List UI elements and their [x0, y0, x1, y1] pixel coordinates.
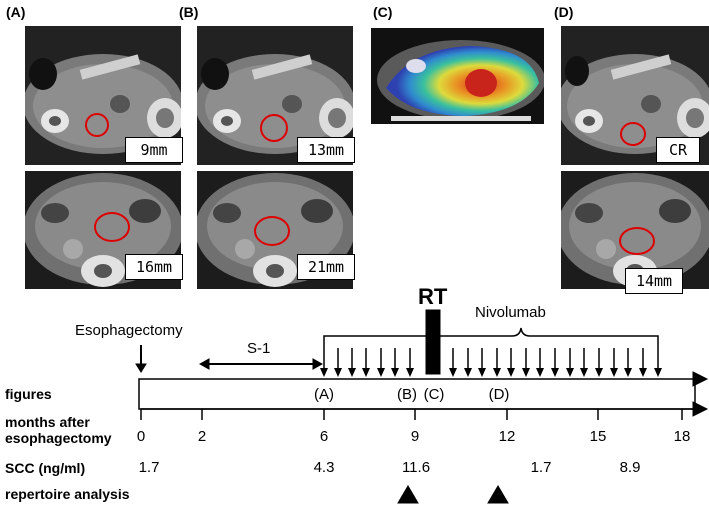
- months-row-header-1: months after: [5, 414, 90, 430]
- tick-label-15: 15: [589, 428, 607, 445]
- size-label-b-top: 13mm: [297, 137, 355, 163]
- s1-arrowhead-right: [312, 358, 324, 370]
- size-label-b-bottom: 21mm: [297, 254, 355, 280]
- repertoire-row-header: repertoire analysis: [5, 486, 130, 502]
- nivolumab-dose-arrows: [320, 348, 662, 377]
- dose-arrowhead: [449, 368, 457, 377]
- ct-image-a-abdomen: [25, 171, 181, 289]
- ct-image-d-chest: [561, 26, 709, 165]
- figures-arrowhead: [692, 371, 709, 387]
- esophagectomy-arrowhead: [135, 363, 147, 373]
- dose-arrowhead: [377, 368, 385, 377]
- size-label-d-bottom: 14mm: [625, 268, 683, 294]
- dose-arrowhead: [478, 368, 486, 377]
- figure-mark-a: (A): [314, 386, 334, 403]
- size-label-d-top: CR: [656, 137, 700, 163]
- tick-label-9: 9: [410, 428, 420, 445]
- dose-arrowhead: [536, 368, 544, 377]
- rt-bar: [425, 309, 441, 375]
- tick-label-2: 2: [197, 428, 207, 445]
- dose-arrowhead: [334, 368, 342, 377]
- dose-arrowhead: [320, 368, 328, 377]
- figure-mark-d: (D): [488, 386, 510, 403]
- dose-arrowhead: [362, 368, 370, 377]
- tick-label-6: 6: [319, 428, 329, 445]
- dose-arrowhead: [610, 368, 618, 377]
- dose-arrowhead: [624, 368, 632, 377]
- scc-row-header: SCC (ng/ml): [5, 460, 86, 476]
- repertoire-marker-1: [397, 485, 419, 504]
- scc-value-9: 11.6: [401, 459, 431, 476]
- ct-image-b-abdomen: [197, 171, 353, 289]
- esophagectomy-label: Esophagectomy: [75, 322, 183, 339]
- size-label-a-bottom: 16mm: [125, 254, 183, 280]
- figures-box: [138, 378, 696, 410]
- months-axis-arrowhead: [692, 401, 709, 417]
- dose-arrowhead: [639, 368, 647, 377]
- ct-image-a-chest: [25, 26, 181, 165]
- dose-arrowhead: [580, 368, 588, 377]
- dose-distribution-image: [371, 28, 544, 124]
- figure-mark-c: (C): [423, 386, 445, 403]
- repertoire-marker-2: [487, 485, 509, 504]
- s1-label: S-1: [247, 340, 271, 357]
- tick-label-12: 12: [498, 428, 516, 445]
- panel-label-c: (C): [373, 4, 393, 20]
- nivolumab-brace: [323, 327, 659, 348]
- panel-label-b: (B): [179, 4, 199, 20]
- rt-label: RT: [418, 284, 448, 309]
- ct-image-d-abdomen: [561, 171, 709, 289]
- nivolumab-label: Nivolumab: [475, 304, 546, 321]
- dose-arrowhead: [348, 368, 356, 377]
- scc-value-0: 1.7: [138, 459, 160, 476]
- scc-value-13: 1.7: [530, 459, 552, 476]
- tick-label-0: 0: [136, 428, 146, 445]
- figure-mark-b: (B): [397, 386, 417, 403]
- dose-arrowhead: [522, 368, 530, 377]
- dose-arrowhead: [391, 368, 399, 377]
- dose-arrowhead: [654, 368, 662, 377]
- dose-arrowhead: [551, 368, 559, 377]
- scc-value-16: 8.9: [619, 459, 641, 476]
- dose-arrowhead: [566, 368, 574, 377]
- tick-label-18: 18: [673, 428, 691, 445]
- scc-value-6: 4.3: [313, 459, 335, 476]
- dose-arrowhead: [595, 368, 603, 377]
- panel-label-a: (A): [6, 4, 26, 20]
- axis-ticks: [140, 409, 683, 420]
- figures-row-header: figures: [5, 386, 52, 402]
- panel-label-d: (D): [554, 4, 574, 20]
- dose-arrowhead: [406, 368, 414, 377]
- dose-arrowhead: [464, 368, 472, 377]
- dose-arrowhead: [493, 368, 501, 377]
- dose-arrowhead: [507, 368, 515, 377]
- months-row-header-2: esophagectomy: [5, 430, 112, 446]
- size-label-a-top: 9mm: [125, 137, 183, 163]
- s1-arrowhead-left: [198, 358, 210, 370]
